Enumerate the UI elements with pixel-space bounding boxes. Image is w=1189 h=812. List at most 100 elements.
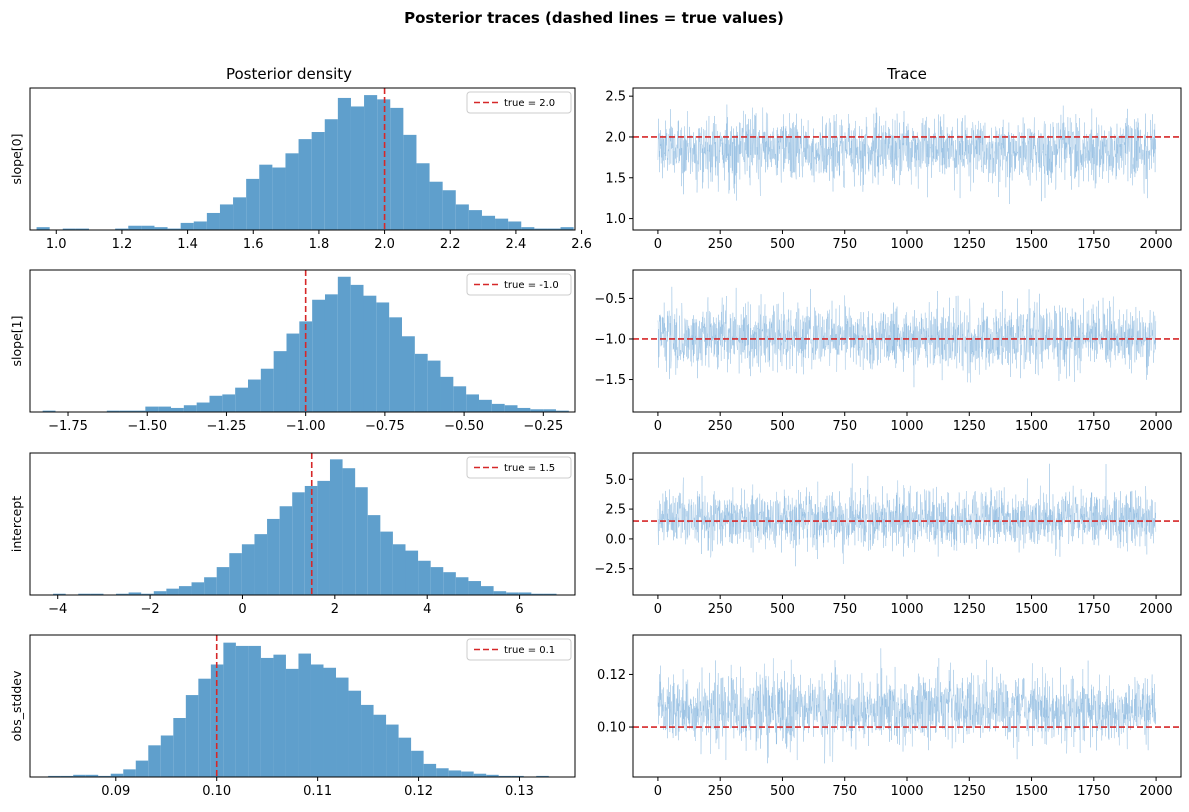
histogram-bar (273, 351, 287, 412)
histogram-bar (145, 406, 159, 412)
trace-panel-0: 0 250 500 750 1000 1250 1500 1750 2000 1.0 1.5 2.0 2… (605, 87, 1182, 252)
histogram-bar (36, 227, 50, 230)
histogram-bar (180, 222, 194, 230)
axes-frame (29, 87, 576, 231)
histogram-bar (534, 228, 548, 230)
histogram-bar (401, 336, 415, 412)
y-tick-label: 5.0 (605, 473, 626, 488)
histogram-bar (132, 410, 146, 412)
y-tick-label: −0.5 (594, 292, 626, 307)
histogram-bar (141, 593, 154, 595)
histogram-bar (324, 294, 338, 412)
histogram-bar (116, 593, 129, 595)
histogram-bar (310, 664, 324, 777)
x-tick-label: 1750 (1077, 784, 1110, 799)
x-tick-label: 1250 (953, 602, 986, 617)
histogram-bar (292, 492, 305, 595)
x-tick-label: 2 (331, 602, 339, 617)
x-tick-label: 250 (708, 784, 733, 799)
histogram-bar (405, 550, 419, 595)
legend-label: true = 1.5 (504, 463, 555, 474)
x-tick-label: 1.8 (309, 237, 330, 252)
x-tick-label: 0 (654, 784, 662, 799)
histogram-bar (416, 163, 430, 230)
histogram-bar (90, 593, 104, 595)
x-tick-label: 1.0 (46, 237, 67, 252)
histogram-bar (389, 317, 402, 412)
histogram-bar (259, 164, 273, 230)
x-tick-label: 250 (708, 237, 733, 252)
axes-frame (29, 634, 576, 778)
histogram-bar (543, 409, 556, 412)
histogram-bar (555, 410, 569, 412)
histogram-bar (461, 771, 474, 777)
histogram-bar (506, 592, 519, 595)
histogram-bar (154, 227, 168, 230)
x-tick-label: −1.25 (207, 419, 247, 434)
x-tick-label: −0.50 (444, 419, 484, 434)
y-tick-label: 1.5 (605, 171, 626, 186)
x-tick-label: 1000 (890, 237, 923, 252)
x-tick-label: −0.75 (365, 419, 405, 434)
posterior-density-column-title: Posterior density (226, 65, 352, 83)
histogram-bar (304, 485, 318, 595)
y-axis-label: slope[1] (9, 316, 24, 367)
histogram-bar (85, 774, 99, 777)
x-tick-label: 2000 (1140, 419, 1173, 434)
x-tick-label: 500 (770, 784, 795, 799)
legend-box (466, 273, 572, 296)
histogram-bar (73, 774, 86, 777)
x-tick-label: 1500 (1015, 602, 1048, 617)
histogram-bar (160, 735, 174, 777)
histogram-bar (350, 284, 364, 412)
histogram-bar (198, 678, 211, 777)
trace-panel-2: 0 250 500 750 1000 1250 1500 1750 2000 −2.5 0.0 2.5… (594, 452, 1182, 617)
histogram-bar (158, 406, 172, 412)
histogram-bar (273, 654, 286, 777)
histogram-bar (486, 774, 499, 777)
histogram-bar (178, 586, 192, 595)
y-tick-label: 2.0 (605, 130, 626, 145)
x-tick-label: 1500 (1015, 237, 1048, 252)
x-tick-label: 0.10 (202, 784, 231, 799)
histogram-bar (468, 210, 482, 230)
x-tick-label: 1500 (1015, 419, 1048, 434)
histogram-bar (254, 534, 268, 595)
y-tick-label: 0.0 (605, 532, 626, 547)
histogram-bar (246, 178, 260, 230)
histogram-bar (312, 299, 325, 412)
histogram-bar (448, 770, 462, 777)
histogram-bar (436, 768, 449, 777)
histogram-bar (191, 582, 205, 595)
x-tick-label: 0 (654, 237, 662, 252)
histogram-bar (260, 368, 274, 412)
histogram-bar (329, 459, 343, 595)
histogram-bar (166, 588, 179, 595)
histogram-bar (427, 360, 441, 412)
histogram-bar (219, 204, 234, 230)
histogram-bar (298, 653, 311, 777)
histogram-bar (392, 544, 406, 595)
histogram-bar (204, 577, 217, 595)
legend-label: true = 2.0 (504, 98, 555, 109)
histogram-bar (53, 593, 66, 595)
x-tick-label: 1000 (890, 419, 923, 434)
x-tick-label: 0.13 (505, 784, 534, 799)
legend-box (466, 638, 572, 661)
y-tick-label: 1.0 (605, 212, 626, 227)
histogram-bar (193, 221, 207, 230)
histogram-bar (511, 775, 524, 777)
x-tick-label: 500 (770, 237, 795, 252)
histogram-bar (361, 704, 374, 777)
histogram-bar (171, 407, 184, 412)
y-tick-label: 2.5 (605, 503, 626, 518)
x-tick-label: 1750 (1077, 602, 1110, 617)
histogram-bar (453, 386, 467, 412)
x-tick-label: 0 (238, 602, 246, 617)
histogram-bar (414, 353, 428, 412)
histogram-bar (386, 724, 399, 777)
x-tick-label: 1250 (953, 419, 986, 434)
histogram-bar (466, 394, 479, 412)
histogram-bar (106, 410, 120, 412)
